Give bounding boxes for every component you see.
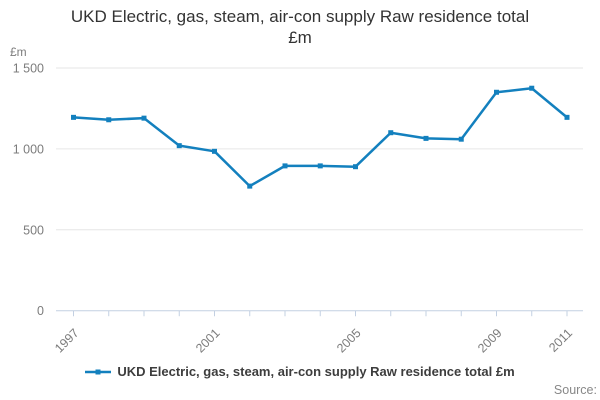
data-point-marker	[317, 163, 323, 169]
y-axis-unit-label: £m	[10, 45, 27, 59]
data-point-marker	[388, 130, 394, 136]
legend: UKD Electric, gas, steam, air-con supply…	[0, 364, 600, 379]
x-tick-label: 2009	[475, 326, 505, 356]
data-point-marker	[71, 114, 76, 120]
chart-title: UKD Electric, gas, steam, air-con supply…	[0, 6, 600, 48]
series-line	[72, 86, 569, 188]
data-point-marker	[176, 143, 182, 149]
data-point-marker	[106, 117, 112, 123]
data-point-marker	[494, 89, 499, 95]
chart-title-line2: £m	[288, 28, 312, 47]
y-tick-label: 1 000	[13, 142, 44, 156]
legend-label: UKD Electric, gas, steam, air-con supply…	[117, 364, 515, 379]
x-tick-label: 2001	[193, 326, 223, 356]
legend-line-marker-icon	[85, 369, 112, 374]
data-point-marker	[212, 148, 217, 154]
x-tick-label: 2005	[334, 326, 364, 356]
data-point-marker	[529, 85, 535, 91]
data-point-marker	[564, 114, 570, 120]
data-point-marker	[282, 163, 288, 169]
y-tick-label: 0	[37, 304, 44, 318]
data-point-marker	[141, 115, 147, 121]
y-tick-label: 1 500	[13, 62, 44, 76]
x-tick-label: 1997	[52, 326, 82, 356]
chart-title-line1: UKD Electric, gas, steam, air-con supply…	[70, 7, 530, 26]
source-label: Source:	[553, 383, 597, 397]
data-point-marker	[247, 183, 253, 189]
line-chart-plot: 0 500 1 000 1 500 1997 2001 2005 2009 2011	[13, 62, 583, 356]
y-tick-label: 500	[23, 223, 44, 237]
data-point-marker	[423, 135, 429, 141]
x-tick-label: 2011	[546, 326, 575, 355]
data-point-marker	[458, 136, 464, 142]
legend-point-marker	[95, 369, 101, 374]
data-point-marker	[353, 164, 358, 170]
